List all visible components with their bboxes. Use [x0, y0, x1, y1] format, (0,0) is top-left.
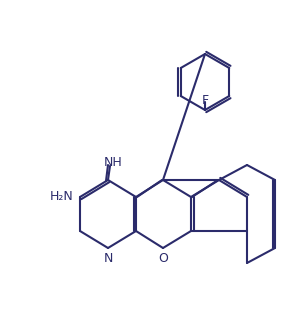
- Text: N: N: [103, 252, 113, 264]
- Text: F: F: [201, 94, 208, 106]
- Text: O: O: [158, 252, 168, 264]
- Text: NH: NH: [104, 156, 122, 169]
- Text: H₂N: H₂N: [50, 191, 74, 203]
